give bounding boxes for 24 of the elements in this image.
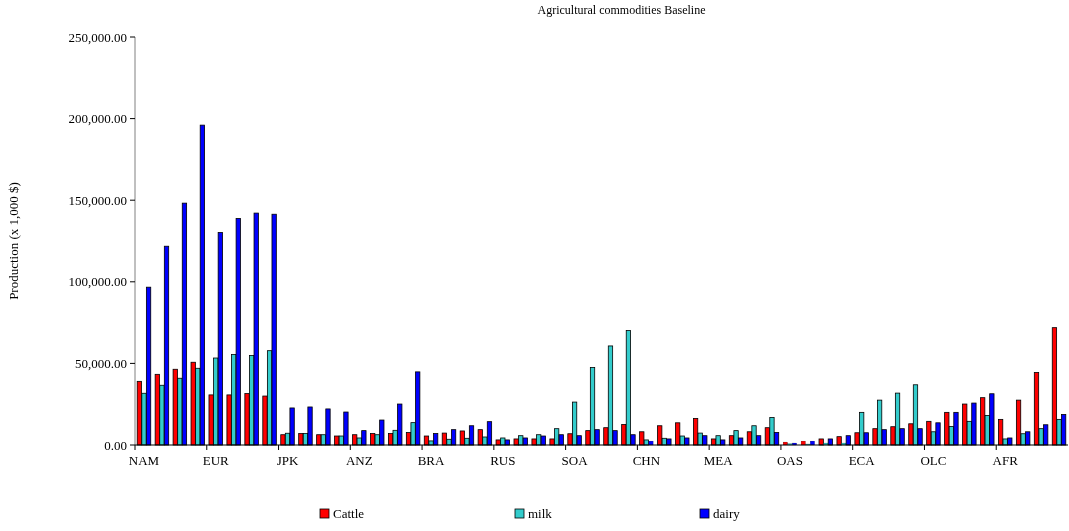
y-tick-label: 100,000.00 bbox=[68, 274, 127, 290]
y-axis-title: Production (x 1,000 $) bbox=[6, 182, 21, 300]
x-tick-label: OLC bbox=[920, 453, 947, 468]
x-tick-label: SOA bbox=[561, 453, 589, 468]
x-tick-label: NAM bbox=[128, 453, 160, 468]
x-tick-label: ANZ bbox=[345, 453, 373, 468]
x-tick-label: RUS bbox=[490, 453, 516, 468]
legend-label: milk bbox=[528, 506, 553, 521]
legend-label: Cattle bbox=[333, 506, 365, 521]
x-tick-label: CHN bbox=[632, 453, 661, 468]
x-tick-label: EUR bbox=[202, 453, 230, 468]
y-tick-label: 200,000.00 bbox=[68, 111, 127, 127]
x-tick-label: MEA bbox=[703, 453, 734, 468]
x-tick-label: OAS bbox=[776, 453, 803, 468]
x-tick-label: BRA bbox=[417, 453, 446, 468]
y-tick-label: 250,000.00 bbox=[68, 29, 127, 45]
x-tick-label: ECA bbox=[848, 453, 876, 468]
x-tick-label: JPK bbox=[276, 453, 299, 468]
x-tick-label: AFR bbox=[992, 453, 1019, 468]
y-tick-label: 150,000.00 bbox=[68, 192, 127, 208]
legend-label: dairy bbox=[713, 506, 741, 521]
y-tick-label: 0.00 bbox=[104, 437, 127, 453]
chart-title: Agricultural commodities Baseline bbox=[537, 3, 706, 17]
y-tick-label: 50,000.00 bbox=[75, 355, 127, 371]
